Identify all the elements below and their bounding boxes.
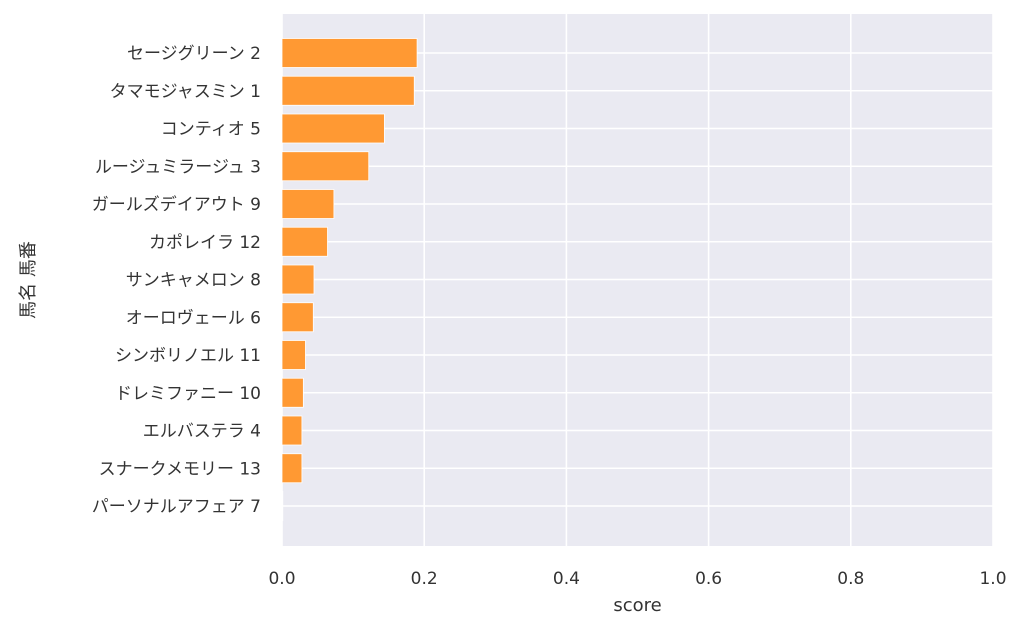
bar [281, 151, 370, 182]
x-tick-label: 0.2 [411, 569, 438, 589]
y-tick-label: シンボリノエル 11 [115, 346, 261, 366]
bar [281, 189, 335, 219]
bar [281, 377, 304, 408]
bar [281, 38, 418, 68]
x-tick-labels: 0.0 0.2 0.4 0.6 0.8 1.0 [268, 569, 1006, 589]
y-tick-label: サンキャメロン 8 [126, 271, 261, 291]
y-tick-label: ドレミファニー 10 [115, 384, 261, 404]
bar [281, 302, 314, 333]
y-tick-label: エルバステラ 4 [143, 422, 261, 442]
y-tick-labels: セージグリーン 2 タマモジャスミン 1 コンティオ 5 ルージュミラージュ 3 ガール… [92, 44, 261, 517]
y-tick-label: タマモジャスミン 1 [110, 82, 261, 102]
x-tick-label: 0.6 [695, 569, 722, 589]
x-tick-label: 0.0 [268, 569, 295, 589]
bar [281, 453, 303, 484]
y-tick-label: セージグリーン 2 [127, 44, 261, 64]
y-tick-label: ルージュミラージュ 3 [95, 157, 261, 177]
bar [281, 226, 328, 257]
x-tick-label: 0.8 [837, 569, 864, 589]
bar [281, 75, 415, 106]
y-tick-label: パーソナルアフェア 7 [92, 497, 261, 517]
bar [281, 340, 306, 370]
bars [281, 38, 418, 521]
bar [281, 415, 303, 446]
y-tick-label: オーロヴェール 6 [126, 308, 261, 328]
bar [281, 491, 284, 521]
bar [281, 113, 385, 144]
y-tick-label: コンティオ 5 [161, 120, 261, 140]
y-tick-label: スナークメモリー 13 [99, 459, 261, 479]
y-axis-label: 馬名 馬番 [18, 241, 39, 319]
x-tick-label: 0.4 [553, 569, 580, 589]
x-axis-label: score [613, 595, 661, 616]
bar [281, 264, 315, 295]
y-tick-label: ガールズデイアウト 9 [92, 194, 261, 215]
x-tick-label: 1.0 [979, 569, 1006, 589]
y-tick-label: カポレイラ 12 [149, 233, 261, 253]
